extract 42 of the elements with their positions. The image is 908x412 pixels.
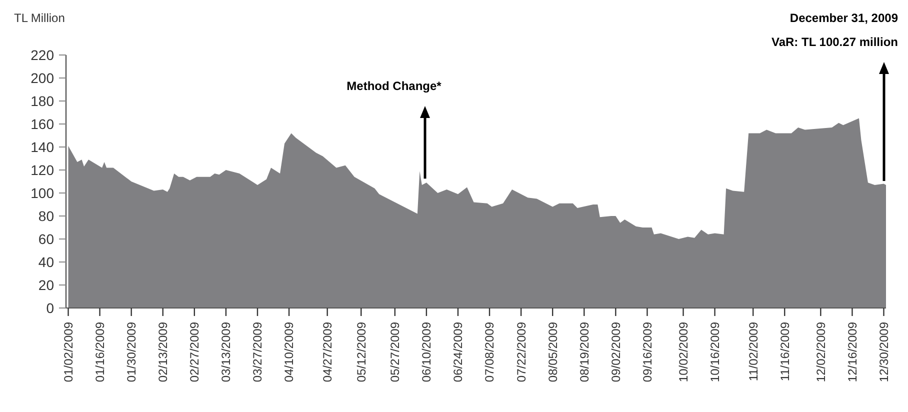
y-tick-label: 220 xyxy=(30,46,54,63)
x-tick-label: 01/02/2009 xyxy=(61,322,76,382)
x-tick-label: 12/16/2009 xyxy=(845,322,860,382)
x-tick-label: 07/08/2009 xyxy=(482,322,497,382)
y-tick-label: 60 xyxy=(38,230,54,247)
text: December 31, 2009 xyxy=(790,11,898,25)
y-tick-label: 140 xyxy=(30,138,54,155)
x-tick-label: 12/02/2009 xyxy=(814,322,828,382)
y-tick-label: 100 xyxy=(30,184,54,201)
x-tick-label: 02/27/2009 xyxy=(188,322,202,382)
x-tick-label: 12/30/2009 xyxy=(876,322,891,382)
y-tick-label: 40 xyxy=(38,254,54,270)
x-tick-label: 07/22/2009 xyxy=(514,322,528,382)
x-tick-label: 08/05/2009 xyxy=(546,322,560,382)
x-tick-label: 05/27/2009 xyxy=(388,322,402,382)
x-tick-label: 06/24/2009 xyxy=(451,322,466,382)
y-tick-label: 80 xyxy=(38,208,54,224)
y-tick-label: 200 xyxy=(30,70,54,86)
x-tick-label: 10/02/2009 xyxy=(676,322,690,382)
x-tick-label: 04/27/2009 xyxy=(320,322,335,382)
x-tick-label: 02/13/2009 xyxy=(156,322,170,382)
annotation: Method Change* xyxy=(346,79,442,93)
x-tick-label: 10/16/2009 xyxy=(708,322,722,382)
y-tick-label: 180 xyxy=(30,92,54,109)
x-tick-label: 11/02/2009 xyxy=(746,322,760,382)
text: VaR: TL 100.27 million xyxy=(772,35,898,49)
x-tick-label: 03/13/2009 xyxy=(219,322,234,382)
x-tick-label: 05/12/2009 xyxy=(354,322,368,382)
x-tick-label: 09/02/2009 xyxy=(608,322,623,382)
y-tick-label: 20 xyxy=(38,276,54,293)
x-tick-label: 09/16/2009 xyxy=(640,322,654,382)
x-tick-label: 01/16/2009 xyxy=(92,322,107,382)
x-tick-label: 01/30/2009 xyxy=(124,322,139,382)
x-tick-label: 08/19/2009 xyxy=(577,322,592,382)
x-tick-label: 04/10/2009 xyxy=(282,322,296,382)
x-tick-label: 11/16/2009 xyxy=(778,322,792,382)
y-tick-label: 0 xyxy=(46,300,54,316)
y-axis-title: TL Million xyxy=(14,11,65,25)
x-tick-label: 06/10/2009 xyxy=(420,322,434,382)
y-tick-label: 120 xyxy=(30,162,54,178)
x-tick-label: 03/27/2009 xyxy=(250,322,265,382)
y-tick-label: 160 xyxy=(30,116,54,132)
